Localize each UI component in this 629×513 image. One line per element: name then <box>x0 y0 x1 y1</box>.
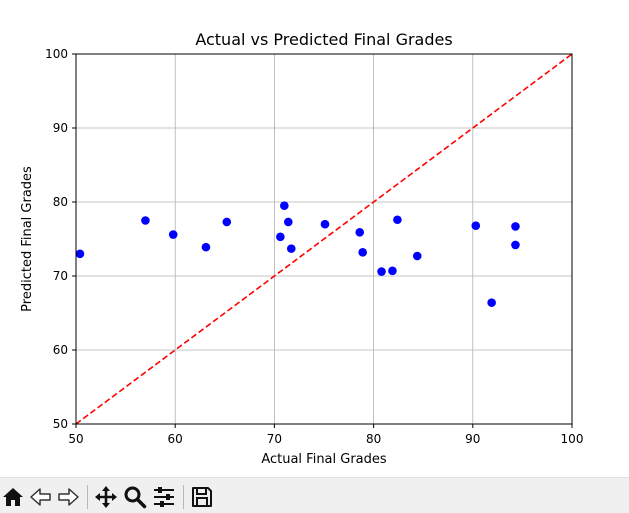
y-tick-label: 60 <box>53 343 68 357</box>
y-tick-label: 70 <box>53 269 68 283</box>
save-icon <box>192 487 212 507</box>
data-point <box>320 219 330 229</box>
data-point <box>75 249 85 259</box>
data-point <box>412 251 422 261</box>
data-point <box>487 298 496 307</box>
data-point <box>222 217 232 227</box>
home-button[interactable] <box>0 484 26 510</box>
axes-frame <box>75 53 573 425</box>
forward-icon <box>58 488 79 506</box>
scatter-chart: Actual vs Predicted Final Grades 50 60 70 8… <box>20 30 583 467</box>
data-point <box>286 244 296 253</box>
toolbar-separator <box>183 485 184 509</box>
data-points <box>75 201 520 307</box>
y-axis-label: Predicted Final Grades <box>20 166 35 312</box>
x-tick-label: 50 <box>68 432 83 446</box>
data-point <box>276 232 285 242</box>
x-tick-label: 100 <box>561 432 584 446</box>
configure-subplots-button[interactable] <box>151 484 177 510</box>
save-button[interactable] <box>189 484 215 510</box>
data-point <box>355 228 365 237</box>
configure-subplots-icon <box>154 487 174 507</box>
x-tick-label: 80 <box>366 432 381 446</box>
x-axis-label: Actual Final Grades <box>261 452 387 467</box>
data-point <box>511 222 520 231</box>
reference-line <box>75 53 573 425</box>
x-axis-ticks: 50 60 70 80 90 100 <box>68 424 583 446</box>
y-tick-label: 90 <box>53 121 68 135</box>
x-tick-label: 90 <box>465 432 480 446</box>
y-axis-ticks: 50 60 70 80 90 100 <box>45 47 76 431</box>
zoom-icon <box>124 486 147 509</box>
pan-button[interactable] <box>93 484 119 510</box>
data-point <box>511 240 520 250</box>
data-point <box>388 266 397 276</box>
navigation-toolbar <box>0 477 629 513</box>
data-point <box>201 242 211 252</box>
data-point <box>141 216 150 225</box>
data-point <box>283 217 293 227</box>
reference-line-group <box>75 53 573 425</box>
data-point <box>471 221 481 230</box>
y-tick-label: 100 <box>45 47 68 61</box>
x-tick-label: 60 <box>168 432 183 446</box>
x-tick-label: 70 <box>267 432 282 446</box>
data-point <box>358 248 367 257</box>
y-tick-label: 50 <box>53 417 68 431</box>
forward-button[interactable] <box>55 484 81 510</box>
figure: Actual vs Predicted Final Grades 50 60 70 8… <box>20 30 583 467</box>
home-icon <box>3 488 23 506</box>
zoom-button[interactable] <box>122 484 148 510</box>
y-tick-label: 80 <box>53 195 68 209</box>
pan-icon <box>95 486 117 508</box>
data-point <box>377 267 386 276</box>
toolbar-separator <box>87 485 88 509</box>
back-icon <box>30 488 51 506</box>
back-button[interactable] <box>28 484 54 510</box>
chart-title: Actual vs Predicted Final Grades <box>195 30 452 49</box>
data-point <box>280 201 289 210</box>
data-point <box>168 230 178 239</box>
data-point <box>393 215 402 225</box>
